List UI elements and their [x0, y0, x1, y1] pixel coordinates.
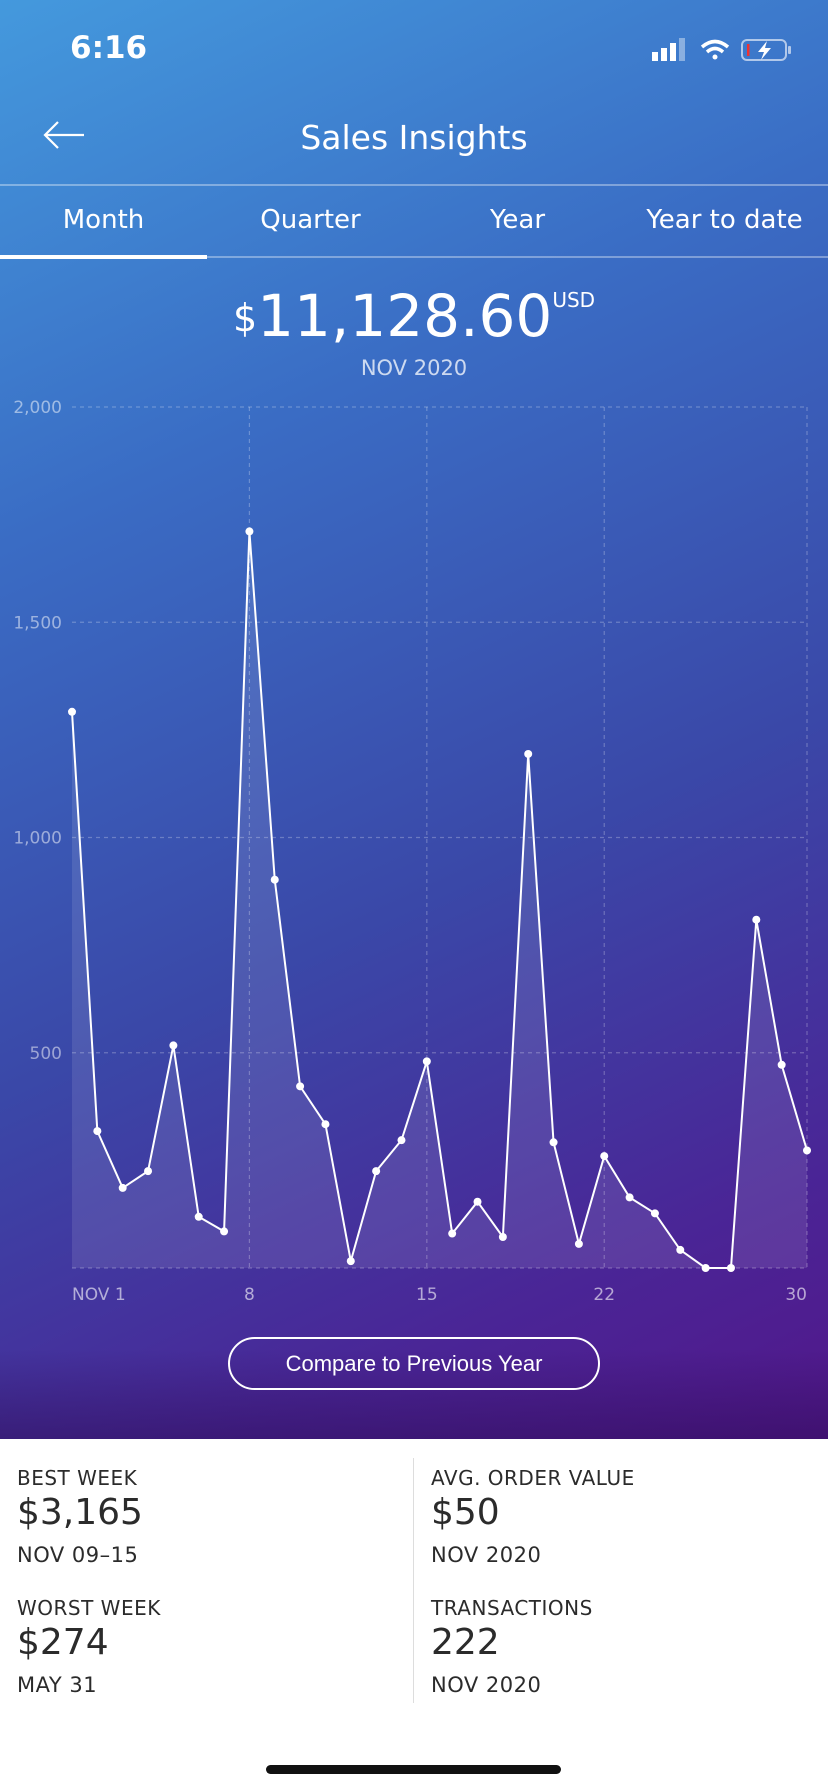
worst-week-label: WORST WEEK: [17, 1596, 161, 1620]
x-tick-label: 15: [416, 1285, 438, 1305]
data-point: [803, 1146, 811, 1155]
best-week-range: NOV 09–15: [17, 1543, 139, 1567]
total-amount: 11,128.60: [257, 282, 553, 350]
battery-charging-icon: [741, 39, 791, 61]
best-week-value: $3,165: [17, 1492, 143, 1533]
compare-previous-year-button[interactable]: Compare to Previous Year: [228, 1337, 600, 1390]
data-point: [600, 1152, 609, 1161]
total-period: NOV 2020: [360, 356, 468, 380]
tab-divider: [0, 256, 828, 258]
x-tick-label: 8: [244, 1285, 255, 1305]
x-tick-label: NOV 1: [72, 1285, 126, 1305]
y-tick-label: 1,000: [13, 829, 62, 849]
status-icons: [652, 38, 791, 61]
data-point: [144, 1167, 153, 1176]
data-point: [524, 749, 533, 758]
data-point: [296, 1082, 305, 1091]
currency-symbol: $: [232, 296, 258, 340]
x-tick-label: 30: [785, 1285, 807, 1305]
back-arrow-icon[interactable]: [42, 120, 86, 150]
home-indicator[interactable]: [266, 1765, 561, 1774]
data-point: [498, 1233, 507, 1242]
data-point: [194, 1212, 203, 1221]
data-point: [726, 1264, 735, 1272]
data-point: [93, 1127, 102, 1136]
series-area: [72, 531, 807, 1268]
transactions-period: NOV 2020: [431, 1673, 542, 1697]
data-point: [549, 1138, 558, 1147]
data-point: [473, 1197, 482, 1206]
page-title: Sales Insights: [300, 118, 528, 157]
worst-week-value: $274: [17, 1622, 109, 1663]
worst-week-date: MAY 31: [17, 1673, 98, 1697]
tab-month[interactable]: Month: [62, 205, 145, 235]
avg-order-period: NOV 2020: [431, 1543, 542, 1567]
series-line: [71, 531, 808, 1269]
data-point: [245, 527, 254, 536]
avg-order-value: $50: [431, 1492, 500, 1533]
sales-line-chart: 500 1,000 1,500 2,000 NOV 1 8 15 22 30: [0, 0, 828, 1320]
data-point: [448, 1229, 457, 1238]
data-point: [676, 1245, 685, 1254]
signal-icon: [652, 38, 685, 61]
data-point: [574, 1239, 583, 1248]
stats-divider: [413, 1458, 414, 1703]
currency-code: USD: [552, 288, 596, 312]
data-point: [625, 1193, 634, 1202]
y-tick-label: 2,000: [13, 398, 62, 418]
data-point: [650, 1209, 659, 1218]
active-tab-indicator: [0, 255, 207, 259]
tab-quarter[interactable]: Quarter: [260, 205, 361, 235]
hero-panel: [0, 0, 828, 1439]
data-point: [397, 1136, 406, 1145]
status-time: 6:16: [70, 30, 148, 66]
data-point: [68, 707, 76, 716]
transactions-value: 222: [431, 1622, 500, 1663]
data-point: [270, 875, 279, 884]
data-point: [118, 1183, 127, 1192]
data-point: [220, 1227, 229, 1236]
total-sales: $11,128.60USD: [0, 282, 828, 350]
best-week-label: BEST WEEK: [17, 1466, 138, 1490]
data-point: [346, 1257, 355, 1266]
wifi-icon: [700, 39, 730, 60]
data-point: [372, 1167, 381, 1176]
data-point: [777, 1060, 786, 1069]
tab-year[interactable]: Year: [489, 205, 546, 235]
data-point: [169, 1041, 178, 1050]
data-point: [321, 1120, 330, 1129]
data-point: [422, 1057, 431, 1066]
y-tick-label: 1,500: [13, 613, 62, 633]
data-point: [752, 915, 761, 924]
transactions-label: TRANSACTIONS: [431, 1596, 593, 1620]
x-tick-label: 22: [593, 1285, 615, 1305]
tab-year-to-date[interactable]: Year to date: [646, 205, 803, 235]
y-tick-label: 500: [30, 1044, 62, 1064]
avg-order-label: AVG. ORDER VALUE: [431, 1466, 635, 1490]
data-point: [701, 1264, 710, 1272]
header-divider: [0, 184, 828, 186]
